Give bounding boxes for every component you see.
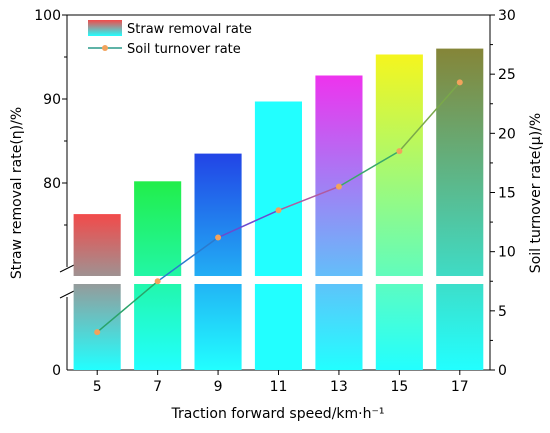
point-soil-turnover-7 [154,278,161,285]
line-segment-soil-turnover-4 [338,150,400,188]
right-tick-label: 15 [498,186,516,202]
point-soil-turnover-9 [215,234,222,241]
legend-label-straw-removal: Straw removal rate [127,22,252,37]
left-tick-label: 100 [34,8,61,24]
point-soil-turnover-17 [456,79,463,86]
x-tick-label: 15 [390,379,408,395]
point-soil-turnover-13 [335,183,342,190]
legend-swatch-straw-removal [88,20,122,36]
right-axis-label: Soil turnover rate(μ)/% [528,113,544,273]
x-axis-label: Traction forward speed/km·h⁻¹ [170,406,384,422]
right-tick-label: 0 [498,363,507,379]
legend-swatch-soil-turnover-marker [102,45,108,51]
line-layer [94,79,463,336]
line-segment-soil-turnover-0 [96,280,159,333]
bar-straw-removal-15 [375,54,423,370]
right-tick-label: 30 [498,8,516,24]
x-tick-label: 5 [93,379,102,395]
axis-break-gap [68,276,489,284]
right-tick-label: 5 [498,304,507,320]
right-tick-label: 20 [498,126,516,142]
bar-straw-removal-13 [315,75,363,370]
line-segment-soil-turnover-3 [278,185,340,211]
ticks-group: 5 7 9 11 13 15 17 0 80 90 100 0 5 10 15 20 25 30 [34,8,516,395]
axis-break-mark-2 [59,290,75,299]
left-tick-label: 90 [43,92,61,108]
left-tick-label: 0 [52,363,61,379]
right-tick-label: 10 [498,245,516,261]
point-soil-turnover-15 [396,148,403,155]
left-axis-label: Straw removal rate(η)/% [9,107,25,279]
bar-straw-removal-9 [194,153,242,370]
bar-straw-removal-11 [254,101,302,370]
legend-label-soil-turnover: Soil turnover rate [127,42,241,57]
bar-straw-removal-7 [134,181,182,370]
right-tick-label: 25 [498,67,516,83]
point-soil-turnover-5 [94,329,101,336]
bars-group [73,48,484,370]
left-tick-label: 80 [43,176,61,192]
line-segment-soil-turnover-2 [217,209,279,239]
x-tick-label: 13 [330,379,348,395]
axis-break-mark-1 [59,264,75,273]
line-segment-soil-turnover-5 [398,81,461,152]
x-tick-label: 11 [270,379,288,395]
x-tick-label: 9 [214,379,223,395]
bar-straw-removal-5 [73,214,121,370]
legend: Straw removal rate Soil turnover rate [88,20,252,57]
point-soil-turnover-11 [275,207,282,214]
x-tick-label: 7 [153,379,162,395]
bar-straw-removal-17 [436,48,484,370]
x-tick-label: 17 [451,379,469,395]
line-segment-soil-turnover-1 [157,236,219,282]
